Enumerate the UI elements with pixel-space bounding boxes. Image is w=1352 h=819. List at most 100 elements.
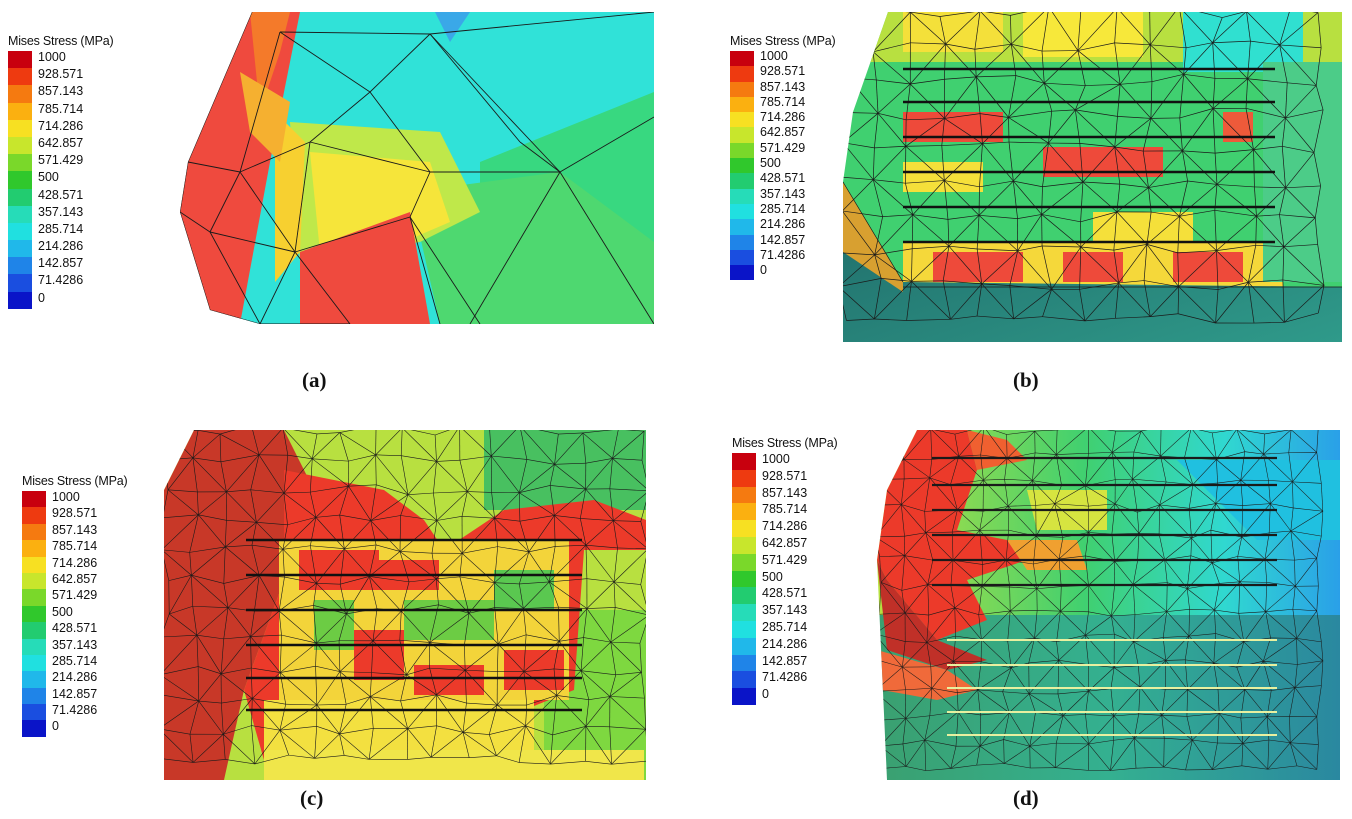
mesh-edge — [552, 726, 586, 736]
mesh-edge — [429, 613, 470, 643]
mesh-edge — [610, 641, 642, 673]
mesh-edge — [873, 179, 914, 215]
mesh-edge — [1132, 560, 1138, 585]
mesh-edge — [1290, 742, 1318, 770]
mesh-edge — [1085, 532, 1089, 556]
legend-swatch — [22, 540, 46, 557]
mesh-edge — [519, 551, 530, 585]
mesh-edge — [1080, 181, 1084, 222]
mesh-edge — [1017, 250, 1052, 290]
mesh-edge — [1177, 252, 1179, 287]
mesh-edge — [977, 689, 981, 715]
mesh-edge — [1138, 533, 1165, 560]
mesh-edge — [872, 12, 874, 52]
mesh-edge — [250, 668, 253, 699]
mesh-edge — [1242, 743, 1268, 770]
mesh-edge — [462, 516, 495, 519]
mesh-edge — [615, 671, 642, 676]
mesh-edge — [339, 514, 371, 521]
mesh-edge — [983, 458, 1008, 481]
mesh-edge — [1294, 685, 1322, 688]
legend-label: 428.571 — [762, 586, 808, 601]
mesh-edge — [1132, 478, 1160, 506]
mesh-edge — [1079, 143, 1084, 183]
mesh-edge — [368, 728, 408, 760]
inclusions-c — [246, 538, 582, 712]
mesh-edge — [339, 671, 371, 697]
mesh-edge — [309, 492, 317, 518]
mesh-edge — [1289, 716, 1291, 743]
mesh-edge — [877, 113, 907, 147]
legend-label: 1000 — [38, 50, 66, 64]
mesh-edge — [164, 728, 194, 763]
mesh-edge — [609, 488, 614, 521]
mesh-edge — [1146, 244, 1179, 287]
mesh-edge — [874, 214, 914, 256]
caption-b: (b) — [1013, 368, 1039, 392]
legend-swatch — [732, 503, 756, 521]
mesh-edge — [911, 248, 913, 282]
mesh-edge — [874, 281, 912, 320]
mesh-edge — [978, 215, 1018, 252]
mesh-edge — [1132, 584, 1136, 615]
mesh-edge — [843, 12, 873, 14]
mesh-edge — [877, 691, 880, 721]
mesh-edge — [1085, 611, 1089, 636]
legend-swatch — [730, 265, 754, 281]
mesh-edge — [1115, 478, 1133, 480]
mesh-edge — [944, 113, 981, 119]
mesh-edge — [1239, 558, 1266, 583]
legend-label: 714.286 — [38, 118, 84, 133]
mesh-edge — [399, 551, 410, 582]
mesh-edge — [556, 670, 582, 696]
legend-swatch — [8, 240, 32, 258]
mesh-edge — [1212, 78, 1248, 109]
legend-swatch — [732, 604, 756, 621]
mesh-edge — [409, 578, 437, 583]
mesh-edge — [283, 455, 289, 494]
mesh-edge — [644, 698, 646, 730]
mesh-edge — [1279, 44, 1288, 83]
mesh-edge — [250, 489, 284, 494]
legend-swatch — [8, 274, 32, 292]
mesh-edge — [1009, 586, 1037, 589]
mesh-edge — [469, 755, 497, 758]
mesh-edge — [901, 504, 925, 512]
mesh-edge — [1008, 141, 1049, 144]
mesh-edge — [344, 548, 370, 577]
mesh-edge — [581, 670, 616, 676]
mesh-edge — [1266, 716, 1291, 743]
mesh-edge — [945, 12, 981, 45]
mesh-edge — [1008, 505, 1036, 507]
mesh-edge — [491, 455, 520, 493]
mesh-edge — [1294, 557, 1317, 561]
mesh-edge — [951, 532, 954, 561]
mesh-edge — [193, 759, 226, 763]
mesh-edge — [491, 455, 527, 460]
mesh-edge — [250, 636, 281, 673]
legend-label: 357.143 — [52, 637, 98, 652]
mesh-edge — [348, 486, 371, 521]
mesh-edge — [1179, 209, 1215, 217]
mesh-edge — [400, 515, 437, 521]
mesh-edge — [1051, 246, 1082, 290]
mesh-edge — [872, 12, 911, 53]
mesh-edge — [1036, 558, 1060, 589]
mesh-edge — [1192, 459, 1217, 485]
mesh-edge — [1265, 611, 1297, 639]
mesh-edge — [980, 12, 1011, 16]
mesh-edge — [640, 548, 646, 585]
mesh-edge — [1192, 739, 1213, 770]
mesh-edge — [580, 518, 587, 546]
mesh-edge — [1118, 244, 1148, 284]
mesh-edge — [902, 667, 906, 690]
legend-swatch — [8, 51, 32, 69]
mesh-edge — [164, 700, 199, 730]
mesh-edge — [901, 504, 905, 537]
mesh-edge — [1010, 44, 1017, 76]
mesh-edge — [497, 644, 499, 672]
mesh-edge — [339, 733, 370, 760]
mesh-edge — [874, 254, 882, 279]
mesh-edge — [947, 214, 980, 220]
legend-label: 571.429 — [38, 153, 84, 168]
